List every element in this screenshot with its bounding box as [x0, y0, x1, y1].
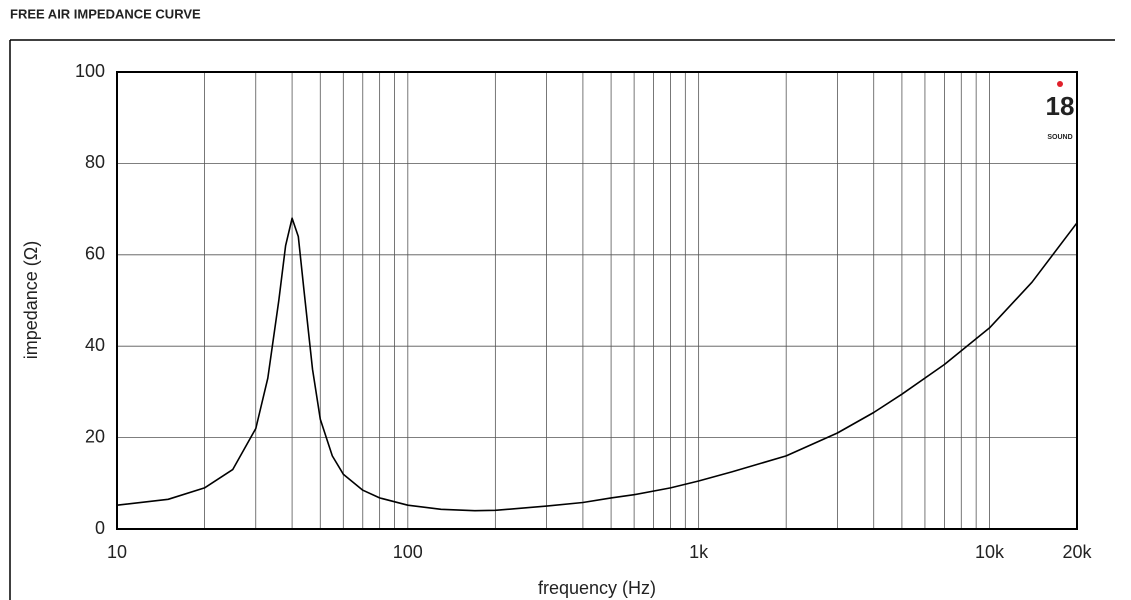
x-tick-label: 1k: [689, 542, 709, 562]
y-axis-label: impedance (Ω): [21, 241, 41, 360]
x-tick-label: 100: [393, 542, 423, 562]
y-tick-label: 100: [75, 61, 105, 81]
y-tick-label: 40: [85, 335, 105, 355]
plot-border: [116, 71, 1078, 530]
x-tick-label: 20k: [1062, 542, 1092, 562]
x-tick-label: 10k: [975, 542, 1005, 562]
y-tick-label: 60: [85, 244, 105, 264]
logo-star: [1057, 81, 1063, 87]
chart-title: FREE AIR IMPEDANCE CURVE: [10, 6, 201, 21]
y-tick-label: 0: [95, 518, 105, 538]
x-tick-label: 10: [107, 542, 127, 562]
impedance-line: [116, 217, 1078, 512]
logo-sub: SOUND: [1047, 134, 1072, 141]
y-tick-label: 20: [85, 426, 105, 446]
y-tick-label: 80: [85, 152, 105, 172]
x-axis-label: frequency (Hz): [538, 578, 656, 598]
logo: 18: [1046, 91, 1075, 121]
